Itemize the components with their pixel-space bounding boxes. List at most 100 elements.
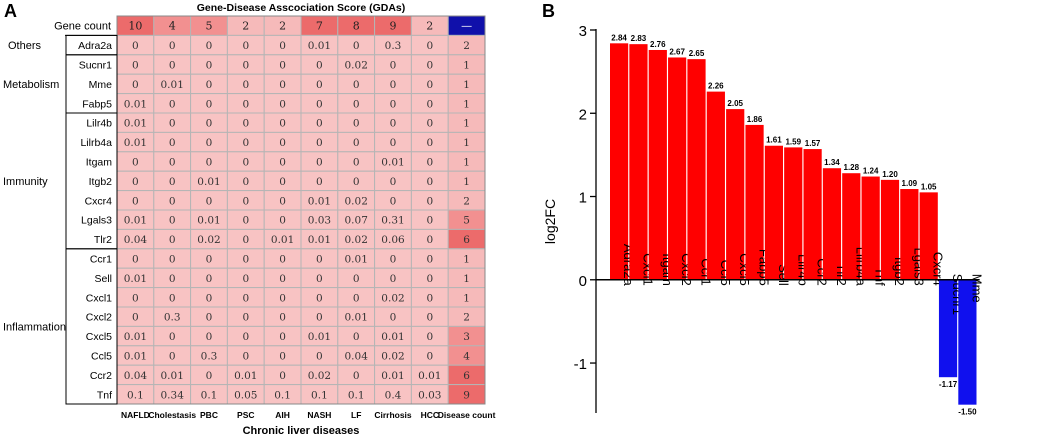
heatmap-cell-value: 6 — [463, 234, 470, 246]
bar — [900, 189, 919, 280]
heatmap-cell-value: 0 — [279, 370, 286, 382]
heatmap-cell-value: 0 — [242, 60, 249, 72]
heatmap-cell-value: 0 — [426, 98, 433, 110]
bar-value-label: 1.34 — [824, 158, 840, 167]
gene-label: Ccr2 — [90, 370, 112, 382]
gene-count-value: 10 — [128, 20, 142, 33]
heatmap-cell-value: 4 — [463, 351, 470, 363]
heatmap-cell-value: 1 — [463, 176, 470, 188]
heatmap-cell-value: 0.01 — [308, 40, 331, 52]
heatmap-cell-value: 0 — [316, 157, 323, 169]
heatmap-cell-value: 0 — [426, 273, 433, 285]
heatmap-cell-value: 0 — [169, 234, 176, 246]
heatmap-cell-value: 0.01 — [124, 118, 147, 130]
heatmap-cell-value: 0.1 — [274, 389, 291, 401]
bar-value-label: 1.20 — [882, 170, 898, 179]
gene-count-value: 8 — [353, 20, 360, 33]
bar — [958, 279, 977, 405]
column-label: LF — [351, 410, 361, 420]
gene-label: Tlr2 — [94, 234, 112, 246]
bar — [803, 149, 822, 280]
bar — [726, 109, 745, 280]
heatmap-cell-value: 0 — [206, 195, 213, 207]
heatmap-cell-value: 0 — [426, 40, 433, 52]
heatmap-cell-value: 0 — [132, 292, 139, 304]
column-label: HCC — [421, 410, 439, 420]
heatmap-cell-value: 0 — [426, 195, 433, 207]
heatmap-cell-value: 0 — [169, 273, 176, 285]
y-tick-label: 2 — [579, 106, 587, 123]
heatmap-cell-value: 1 — [463, 79, 470, 91]
bar-value-label: 2.84 — [611, 33, 627, 42]
heatmap-cell-value: 0.02 — [308, 370, 331, 382]
heatmap-cell-value: 0 — [279, 312, 286, 324]
heatmap-cell-value: 0.02 — [197, 234, 220, 246]
bar — [668, 57, 687, 280]
column-label: Disease count — [438, 410, 496, 420]
heatmap-cell-value: 0 — [390, 273, 397, 285]
heatmap-cell-value: 0.1 — [201, 389, 218, 401]
heatmap-cell-value: 1 — [463, 118, 470, 130]
heatmap-cell-value: 0 — [316, 137, 323, 149]
heatmap-cell-value: 0 — [316, 312, 323, 324]
heatmap-cell-value: 0 — [316, 254, 323, 266]
heatmap-cell-value: 0 — [242, 331, 249, 343]
heatmap-cell-value: 0 — [206, 157, 213, 169]
group-label: Others — [8, 40, 42, 52]
heatmap-cell-value: 0 — [353, 157, 360, 169]
heatmap-cell-value: 0 — [169, 254, 176, 266]
heatmap-cell-value: 1 — [463, 60, 470, 72]
heatmap-cell-value: 0.03 — [308, 215, 331, 227]
group-label: Immunity — [3, 176, 48, 188]
panel-label-a: A — [4, 1, 17, 21]
heatmap-cell-value: 0 — [206, 331, 213, 343]
heatmap-cell-value: 0.01 — [308, 234, 331, 246]
bar — [764, 145, 783, 280]
heatmap-cell-value: 0 — [390, 195, 397, 207]
heatmap-cell-value: 0 — [426, 234, 433, 246]
bar — [861, 176, 880, 280]
heatmap-cell-value: 0 — [279, 254, 286, 266]
heatmap-cell-value: 0.1 — [311, 389, 328, 401]
gene-label: Itgam — [86, 157, 113, 169]
bar-value-label: 2.67 — [669, 47, 685, 56]
heatmap-cell-value: 0 — [169, 292, 176, 304]
heatmap-cell-value: 0 — [279, 331, 286, 343]
heatmap-cell-value: 0.01 — [124, 351, 147, 363]
bar-value-label: 1.05 — [921, 182, 937, 191]
heatmap-cell-value: 5 — [463, 215, 470, 227]
heatmap-cell-value: 0 — [390, 254, 397, 266]
gene-count-value: — — [461, 20, 472, 33]
heatmap-cell-value: 0 — [242, 351, 249, 363]
heatmap-cell-value: 0 — [279, 137, 286, 149]
heatmap-cell-value: 0 — [242, 312, 249, 324]
heatmap-cell-value: 0.02 — [345, 195, 368, 207]
heatmap-panel: A Gene-Disease Asscociation Score (GDAs) G… — [0, 0, 530, 439]
bar-value-label: 2.65 — [689, 49, 705, 58]
heatmap-cell-value: 0.07 — [345, 215, 368, 227]
heatmap-cell-value: 0 — [279, 79, 286, 91]
heatmap-cell-value: 0 — [390, 79, 397, 91]
heatmap-cell-value: 0 — [353, 118, 360, 130]
y-axis-label: log2FC — [542, 199, 558, 244]
heatmap-cell-value: 0 — [169, 137, 176, 149]
heatmap-cell-value: 0 — [169, 215, 176, 227]
heatmap-cell-value: 0 — [316, 273, 323, 285]
heatmap-chart: A Gene-Disease Asscociation Score (GDAs) G… — [3, 1, 496, 437]
column-label: PBC — [200, 410, 218, 420]
heatmap-cell-value: 0 — [353, 137, 360, 149]
bar-value-label: 2.26 — [708, 82, 724, 91]
heatmap-cell-value: 0 — [426, 254, 433, 266]
heatmap-cell-value: 0.01 — [124, 273, 147, 285]
heatmap-title: Gene-Disease Asscociation Score (GDAs) — [197, 2, 406, 14]
heatmap-cell-value: 0.01 — [381, 370, 404, 382]
gene-count-value: 5 — [206, 20, 213, 33]
heatmap-cell-value: 2 — [463, 312, 470, 324]
heatmap-cell-value: 0.34 — [161, 389, 185, 401]
heatmap-cell-value: 0 — [132, 157, 139, 169]
heatmap-cell-value: 0 — [426, 351, 433, 363]
heatmap-cell-value: 0 — [279, 40, 286, 52]
gene-count-value: 2 — [279, 20, 286, 33]
heatmap-cell-value: 0 — [242, 292, 249, 304]
gene-label: Cxcr4 — [85, 195, 113, 207]
